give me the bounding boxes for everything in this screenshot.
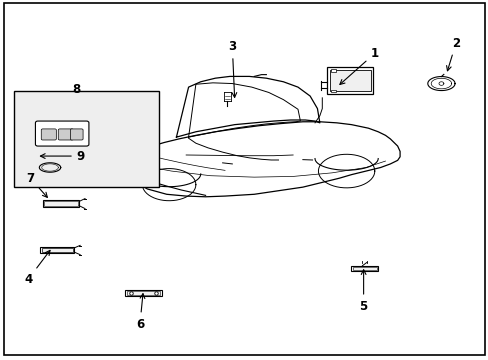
Text: 3: 3 <box>228 40 236 98</box>
FancyBboxPatch shape <box>41 129 56 140</box>
Bar <box>330 90 336 93</box>
FancyBboxPatch shape <box>58 129 73 140</box>
Text: 2: 2 <box>446 37 459 71</box>
Text: 8: 8 <box>73 83 81 96</box>
Bar <box>42 201 79 207</box>
Text: 6: 6 <box>136 294 144 330</box>
Bar <box>329 70 370 91</box>
Text: 9: 9 <box>41 149 85 163</box>
Bar <box>351 266 377 271</box>
Bar <box>352 267 376 270</box>
Bar <box>14 91 159 187</box>
Bar <box>330 69 336 72</box>
Text: 5: 5 <box>359 270 367 313</box>
Bar <box>326 67 372 94</box>
Bar <box>125 290 162 296</box>
Bar <box>41 248 73 252</box>
FancyBboxPatch shape <box>35 121 89 146</box>
Bar <box>40 247 74 253</box>
Text: 4: 4 <box>24 250 50 286</box>
Bar <box>126 291 160 295</box>
Bar <box>44 202 78 206</box>
Text: 7: 7 <box>26 172 47 197</box>
FancyBboxPatch shape <box>70 129 83 140</box>
Text: 1: 1 <box>339 47 378 85</box>
